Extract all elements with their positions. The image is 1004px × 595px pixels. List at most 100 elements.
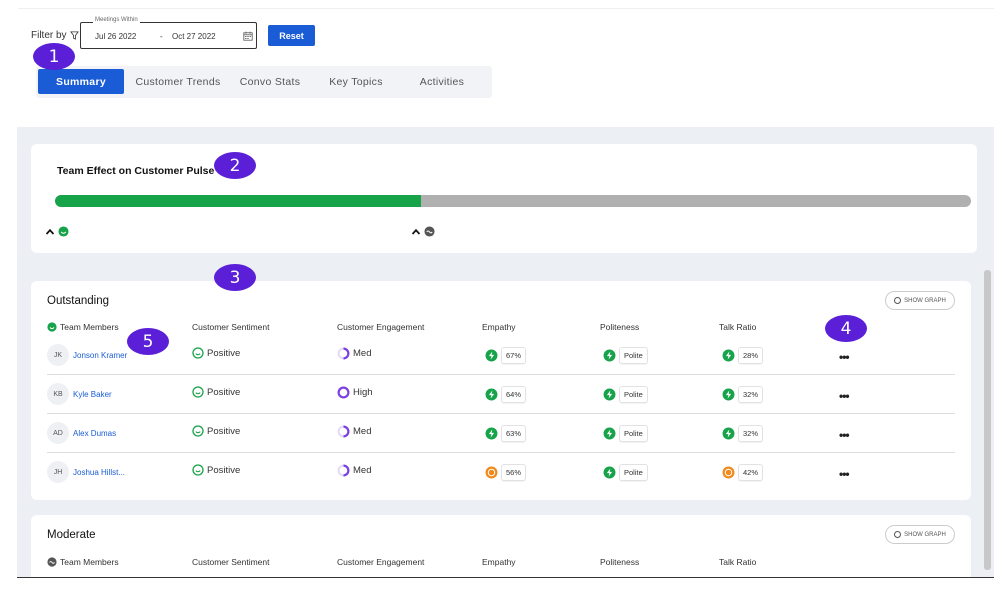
tab-customer-trends[interactable]: Customer Trends [135,75,221,88]
politeness-value: Polite [619,464,648,481]
bottom-divider [17,577,994,578]
more-options-icon[interactable]: ••• [839,389,850,403]
sentiment-value: Positive [207,347,241,359]
neutral-face-icon [722,466,735,479]
bolt-icon [722,427,735,440]
content-area: Team Effect on Customer Pulse Outstandin… [17,127,994,578]
talk-ratio-cell: 28% [722,347,764,364]
filter-label-text: Filter by [31,30,67,41]
pulse-bar-positive [55,195,422,207]
engagement-gauge-icon [337,386,350,399]
pulse-bar [55,195,971,207]
caret-up-icon [46,228,54,235]
engagement-value: High [353,387,373,398]
more-options-icon[interactable]: ••• [839,350,850,364]
engagement-cell: Med [337,347,371,360]
engagement-value: Med [353,426,372,437]
politeness-cell: Polite [603,425,648,442]
empathy-value: 63% [501,425,527,442]
date-separator: - [160,32,163,41]
table-row: AD Alex Dumas Positive Med 63% Polite 32… [47,414,955,453]
sentiment-value: Positive [207,464,241,476]
talk-ratio-cell: 32% [722,386,764,403]
member-name-link[interactable]: Joshua Hillst... [73,468,126,477]
politeness-value: Polite [619,347,648,364]
col-politeness: Politeness [600,557,640,567]
talk-ratio-cell: 42% [722,464,764,481]
col-customer-sentiment: Customer Sentiment [192,557,270,567]
member-name-link[interactable]: Kyle Baker [73,390,112,399]
calendar-icon[interactable] [243,31,253,41]
tab-convo-stats[interactable]: Convo Stats [239,75,301,88]
politeness-value: Polite [619,425,648,442]
more-options-icon[interactable]: ••• [839,467,850,481]
engagement-gauge-icon [337,425,350,438]
bolt-icon [485,427,498,440]
positive-face-icon [192,386,204,398]
annotation-marker: 3 [214,264,256,291]
bolt-icon [722,388,735,401]
scrollbar[interactable] [984,270,991,570]
bolt-icon [485,349,498,362]
graph-toggle-icon [894,297,902,304]
end-date[interactable]: Oct 27 2022 [172,32,216,41]
col-empathy: Empathy [482,557,516,567]
avatar: JH [47,461,69,483]
bolt-icon [603,466,616,479]
neutral-face-icon [47,557,57,567]
tab-activities[interactable]: Activities [419,75,465,88]
neutral-face-icon [424,226,435,237]
member-name-link[interactable]: Jonson Kramer [73,351,128,360]
sentiment-cell: Positive [192,386,240,398]
engagement-cell: Med [337,464,371,477]
engagement-gauge-icon [337,347,350,360]
show-graph-button[interactable]: SHOW GRAPH [885,525,955,544]
bolt-icon [603,427,616,440]
bolt-icon [485,388,498,401]
date-range-picker[interactable]: Meetings Within Jul 26 2022 - Oct 27 202… [80,17,257,49]
date-range-legend: Meetings Within [93,17,140,23]
col-customer-engagement: Customer Engagement [337,557,425,567]
outstanding-card: Outstanding SHOW GRAPH Team Members Cust… [31,281,971,500]
talk-ratio-value: 32% [738,386,764,403]
col-talk-ratio: Talk Ratio [719,557,757,567]
filter-label: Filter by [31,30,79,41]
politeness-cell: Polite [603,386,648,403]
show-graph-button[interactable]: SHOW GRAPH [885,291,955,310]
top-divider [18,8,994,9]
table-row: JK Jonson Kramer Positive Med 67% Polite… [47,336,955,375]
col-customer-sentiment: Customer Sentiment [192,322,270,332]
col-politeness: Politeness [600,322,640,332]
sentiment-cell: Positive [192,347,240,359]
reset-button[interactable]: Reset [268,25,315,46]
tab-key-topics[interactable]: Key Topics [329,75,383,88]
col-customer-engagement: Customer Engagement [337,322,425,332]
avatar: JK [47,344,69,366]
sentiment-value: Positive [207,425,241,437]
engagement-cell: High [337,386,373,399]
start-date[interactable]: Jul 26 2022 [95,32,137,41]
engagement-value: Med [353,465,372,476]
more-options-icon[interactable]: ••• [839,428,850,442]
col-empathy: Empathy [482,322,516,332]
empathy-cell: 67% [485,347,527,364]
member-name-link[interactable]: Alex Dumas [73,429,117,438]
politeness-value: Polite [619,386,648,403]
positive-face-icon [192,347,204,359]
sentiment-value: Positive [207,386,241,398]
moderate-title: Moderate [47,529,96,541]
avatar: AD [47,422,69,444]
engagement-cell: Med [337,425,371,438]
politeness-cell: Polite [603,464,648,481]
empathy-cell: 56% [485,464,527,481]
neutral-face-icon [485,466,498,479]
filter-icon [69,31,79,40]
talk-ratio-value: 28% [738,347,764,364]
politeness-cell: Polite [603,347,648,364]
show-graph-label: SHOW GRAPH [904,297,946,304]
tab-summary[interactable]: Summary [38,69,124,94]
annotation-marker: 1 [33,43,75,70]
positive-indicator [46,226,69,237]
talk-ratio-cell: 32% [722,425,764,442]
bolt-icon [722,349,735,362]
